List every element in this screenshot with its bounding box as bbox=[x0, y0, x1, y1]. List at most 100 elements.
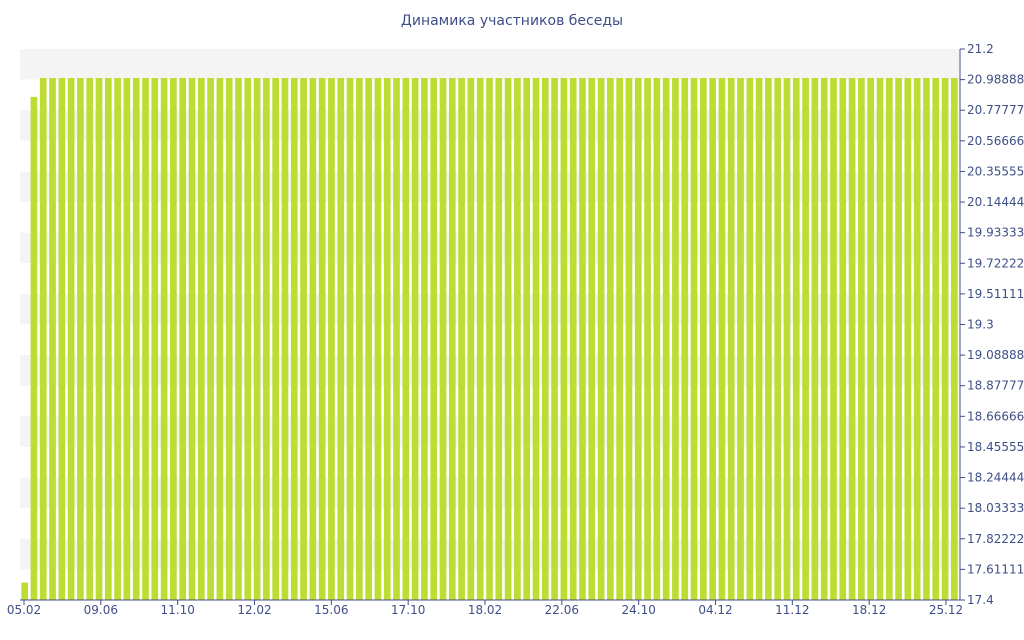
bar[interactable] bbox=[151, 78, 159, 600]
bar[interactable] bbox=[225, 78, 233, 600]
bar[interactable] bbox=[616, 78, 623, 600]
bar[interactable] bbox=[290, 78, 298, 600]
bar[interactable] bbox=[114, 78, 121, 600]
bar[interactable] bbox=[848, 78, 856, 600]
bar[interactable] bbox=[318, 78, 326, 600]
bar[interactable] bbox=[160, 78, 168, 600]
bar[interactable] bbox=[765, 78, 772, 600]
bar[interactable] bbox=[77, 78, 84, 600]
bar[interactable] bbox=[653, 78, 661, 600]
bar[interactable] bbox=[244, 78, 252, 600]
bar[interactable] bbox=[411, 78, 419, 600]
bar[interactable] bbox=[467, 78, 475, 600]
bar[interactable] bbox=[792, 78, 800, 600]
bar[interactable] bbox=[216, 78, 224, 600]
bar[interactable] bbox=[681, 78, 689, 600]
bar[interactable] bbox=[774, 78, 782, 600]
bar[interactable] bbox=[30, 96, 38, 600]
bar[interactable] bbox=[597, 78, 605, 600]
bar[interactable] bbox=[21, 582, 28, 600]
bar[interactable] bbox=[662, 78, 670, 600]
bar[interactable] bbox=[746, 78, 754, 600]
bar[interactable] bbox=[895, 78, 902, 600]
bar[interactable] bbox=[253, 78, 261, 600]
bar[interactable] bbox=[625, 78, 633, 600]
bar[interactable] bbox=[95, 78, 103, 600]
bar[interactable] bbox=[365, 78, 372, 600]
bar[interactable] bbox=[858, 78, 865, 600]
bar[interactable] bbox=[476, 78, 484, 600]
bar[interactable] bbox=[197, 78, 205, 600]
bar[interactable] bbox=[830, 78, 837, 600]
bar[interactable] bbox=[783, 78, 791, 600]
bar[interactable] bbox=[421, 78, 428, 600]
bar[interactable] bbox=[383, 78, 391, 600]
bar[interactable] bbox=[458, 78, 465, 600]
bar[interactable] bbox=[607, 78, 614, 600]
bar[interactable] bbox=[374, 78, 382, 600]
bar[interactable] bbox=[551, 78, 558, 600]
bar[interactable] bbox=[672, 78, 679, 600]
bar[interactable] bbox=[272, 78, 280, 600]
bar[interactable] bbox=[49, 78, 56, 600]
bar[interactable] bbox=[39, 78, 47, 600]
bar[interactable] bbox=[263, 78, 270, 600]
bar[interactable] bbox=[569, 78, 577, 600]
bar[interactable] bbox=[281, 78, 289, 600]
bar[interactable] bbox=[523, 78, 531, 600]
bar[interactable] bbox=[690, 78, 698, 600]
bar[interactable] bbox=[300, 78, 307, 600]
bar[interactable] bbox=[839, 78, 847, 600]
bar[interactable] bbox=[802, 78, 809, 600]
bar[interactable] bbox=[67, 78, 75, 600]
bar[interactable] bbox=[123, 78, 131, 600]
bar[interactable] bbox=[941, 78, 949, 600]
bar[interactable] bbox=[142, 78, 149, 600]
bar[interactable] bbox=[644, 78, 651, 600]
bar[interactable] bbox=[393, 78, 400, 600]
bar[interactable] bbox=[820, 78, 828, 600]
bar[interactable] bbox=[876, 78, 884, 600]
bar[interactable] bbox=[867, 78, 875, 600]
bar[interactable] bbox=[86, 78, 94, 600]
bar[interactable] bbox=[588, 78, 596, 600]
bar[interactable] bbox=[885, 78, 893, 600]
bar[interactable] bbox=[932, 78, 940, 600]
bar[interactable] bbox=[718, 78, 726, 600]
bar[interactable] bbox=[188, 78, 196, 600]
bar[interactable] bbox=[699, 78, 707, 600]
bar[interactable] bbox=[170, 78, 177, 600]
bar[interactable] bbox=[402, 78, 410, 600]
bar[interactable] bbox=[337, 78, 345, 600]
bar[interactable] bbox=[309, 78, 317, 600]
bar[interactable] bbox=[58, 78, 66, 600]
bar[interactable] bbox=[755, 78, 763, 600]
bar[interactable] bbox=[532, 78, 540, 600]
bar[interactable] bbox=[235, 78, 242, 600]
bar[interactable] bbox=[439, 78, 447, 600]
bar[interactable] bbox=[495, 78, 503, 600]
bar[interactable] bbox=[355, 78, 363, 600]
bar[interactable] bbox=[904, 78, 912, 600]
bar[interactable] bbox=[560, 78, 568, 600]
bar[interactable] bbox=[541, 78, 549, 600]
bar[interactable] bbox=[811, 78, 819, 600]
bar[interactable] bbox=[346, 78, 354, 600]
bar[interactable] bbox=[737, 78, 744, 600]
bar[interactable] bbox=[634, 78, 642, 600]
bar[interactable] bbox=[709, 78, 716, 600]
bar[interactable] bbox=[514, 78, 521, 600]
bar[interactable] bbox=[579, 78, 586, 600]
bar[interactable] bbox=[951, 78, 958, 600]
bar[interactable] bbox=[727, 78, 735, 600]
bar[interactable] bbox=[913, 78, 921, 600]
bar[interactable] bbox=[430, 78, 438, 600]
bar[interactable] bbox=[923, 78, 930, 600]
bar[interactable] bbox=[504, 78, 512, 600]
bar[interactable] bbox=[104, 78, 112, 600]
bar[interactable] bbox=[448, 78, 456, 600]
bar[interactable] bbox=[179, 78, 187, 600]
bar[interactable] bbox=[132, 78, 140, 600]
bar[interactable] bbox=[328, 78, 335, 600]
bar[interactable] bbox=[207, 78, 214, 600]
